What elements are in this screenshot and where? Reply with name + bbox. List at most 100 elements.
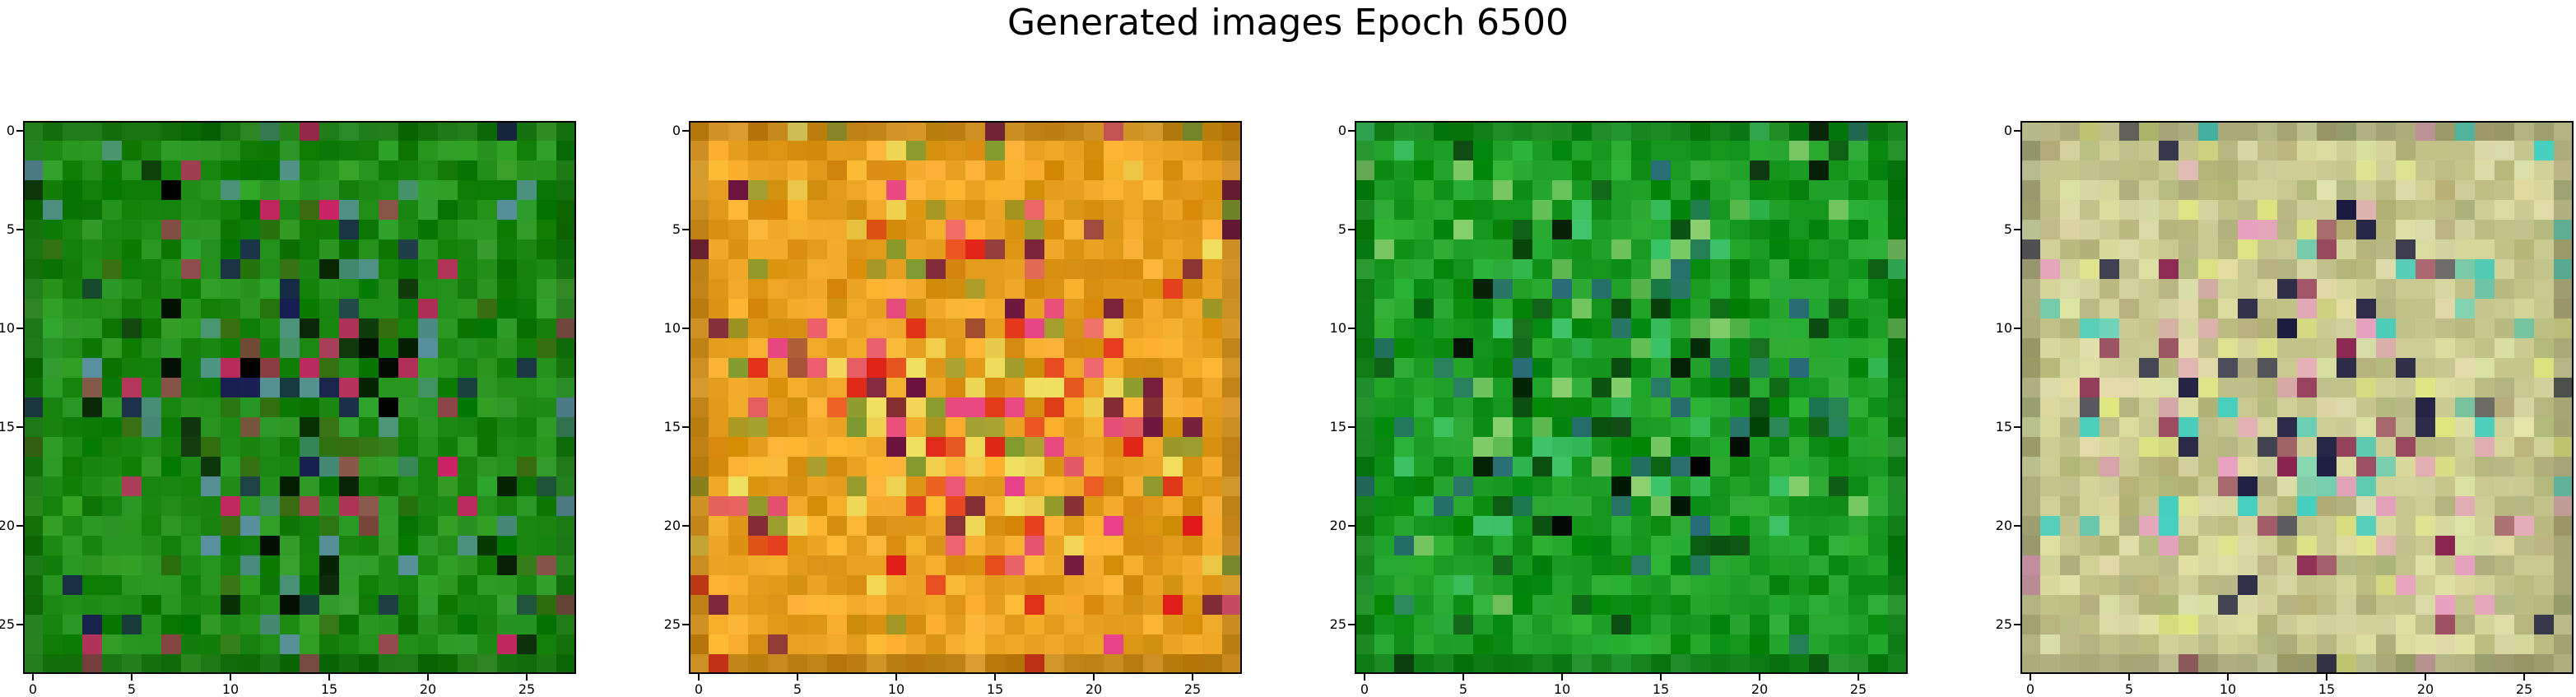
x-tick-mark [2523, 674, 2525, 681]
y-tick-label: 10 [1995, 320, 2012, 336]
y-tick-label: 15 [0, 419, 15, 434]
y-tick-mark [2014, 229, 2020, 230]
y-tick-label: 25 [1995, 616, 2012, 632]
x-tick-label: 10 [221, 681, 239, 697]
generated-image-3 [1355, 121, 1908, 674]
y-tick-label: 20 [663, 518, 681, 533]
x-tick-label: 0 [28, 681, 38, 697]
x-tick-label: 25 [1183, 681, 1202, 697]
x-tick-mark [2030, 674, 2031, 681]
x-tick-label: 15 [2318, 681, 2336, 697]
generated-image-2 [689, 121, 1242, 674]
x-tick-label: 25 [518, 681, 536, 697]
x-tick-label: 20 [1751, 681, 1769, 697]
x-tick-mark [230, 674, 231, 681]
y-tick-label: 5 [1337, 221, 1346, 237]
x-tick-mark [1561, 674, 1563, 681]
y-tick-label: 25 [1329, 616, 1346, 632]
x-tick-mark [2128, 674, 2130, 681]
x-tick-mark [895, 674, 897, 681]
x-tick-label: 5 [793, 681, 802, 697]
x-tick-mark [427, 674, 429, 681]
x-tick-mark [2227, 674, 2229, 681]
x-tick-mark [797, 674, 798, 681]
y-tick-label: 0 [672, 123, 681, 138]
x-tick-label: 25 [1849, 681, 1867, 697]
image-panel-2: 0 5 10 15 20 25 0 5 10 15 20 25 [664, 121, 1242, 697]
y-tick-label: 15 [1329, 419, 1346, 434]
y-tick-mark [682, 525, 689, 527]
x-tick-mark [526, 674, 528, 681]
y-tick-label: 20 [1995, 518, 2012, 533]
y-tick-mark [1348, 130, 1355, 132]
x-tick-mark [2425, 674, 2426, 681]
x-tick-mark [1093, 674, 1095, 681]
x-tick-mark [1660, 674, 1662, 681]
y-tick-mark [1348, 328, 1355, 329]
generated-image-4 [2020, 121, 2574, 674]
y-tick-label: 15 [1995, 419, 2012, 434]
y-tick-label: 25 [663, 616, 681, 632]
x-tick-mark [1462, 674, 1464, 681]
x-tick-label: 25 [2515, 681, 2533, 697]
y-tick-mark [16, 130, 23, 132]
y-tick-mark [16, 426, 23, 428]
y-tick-mark [1348, 229, 1355, 230]
x-tick-mark [131, 674, 133, 681]
x-tick-label: 0 [1360, 681, 1369, 697]
y-tick-label: 5 [672, 221, 681, 237]
x-tick-label: 20 [2416, 681, 2434, 697]
x-tick-mark [2326, 674, 2327, 681]
y-tick-label: 20 [1329, 518, 1346, 533]
y-tick-label: 20 [0, 518, 15, 533]
x-tick-mark [1192, 674, 1193, 681]
x-tick-mark [1759, 674, 1760, 681]
y-tick-mark [1348, 426, 1355, 428]
x-tick-label: 0 [2025, 681, 2035, 697]
y-tick-mark [2014, 328, 2020, 329]
y-tick-label: 0 [6, 123, 15, 138]
y-tick-mark [16, 328, 23, 329]
y-tick-mark [1348, 624, 1355, 625]
figure-title: Generated images Epoch 6500 [1007, 2, 1569, 44]
y-tick-mark [16, 525, 23, 527]
x-tick-mark [698, 674, 700, 681]
y-tick-mark [16, 624, 23, 625]
x-tick-label: 15 [1652, 681, 1670, 697]
y-tick-mark [2014, 525, 2020, 527]
image-panel-3: 0 5 10 15 20 25 0 5 10 15 20 25 [1330, 121, 1908, 697]
x-tick-label: 5 [127, 681, 137, 697]
image-panel-1: 0 5 10 15 20 25 0 5 10 15 20 25 [0, 121, 576, 697]
x-tick-label: 5 [1458, 681, 1468, 697]
x-tick-mark [1858, 674, 1859, 681]
y-tick-label: 5 [2003, 221, 2012, 237]
y-tick-mark [682, 426, 689, 428]
y-tick-mark [682, 624, 689, 625]
y-tick-mark [1348, 525, 1355, 527]
x-tick-label: 10 [1553, 681, 1571, 697]
x-tick-mark [328, 674, 330, 681]
image-panel-4: 0 5 10 15 20 25 0 5 10 15 20 25 [1996, 121, 2574, 697]
x-tick-mark [32, 674, 34, 681]
y-tick-mark [2014, 426, 2020, 428]
x-tick-label: 20 [419, 681, 437, 697]
y-tick-label: 15 [663, 419, 681, 434]
y-tick-mark [682, 229, 689, 230]
y-tick-mark [16, 229, 23, 230]
x-tick-label: 5 [2124, 681, 2134, 697]
x-tick-mark [1364, 674, 1365, 681]
y-tick-label: 10 [1329, 320, 1346, 336]
y-tick-label: 10 [0, 320, 15, 336]
y-tick-label: 0 [2003, 123, 2012, 138]
y-tick-label: 25 [0, 616, 15, 632]
y-tick-mark [2014, 130, 2020, 132]
x-tick-label: 10 [887, 681, 905, 697]
y-tick-mark [2014, 624, 2020, 625]
y-tick-label: 0 [1337, 123, 1346, 138]
x-tick-label: 20 [1085, 681, 1103, 697]
y-tick-label: 10 [663, 320, 681, 336]
y-tick-mark [682, 328, 689, 329]
generated-image-1 [23, 121, 576, 674]
x-tick-label: 10 [2219, 681, 2237, 697]
x-tick-label: 15 [986, 681, 1004, 697]
